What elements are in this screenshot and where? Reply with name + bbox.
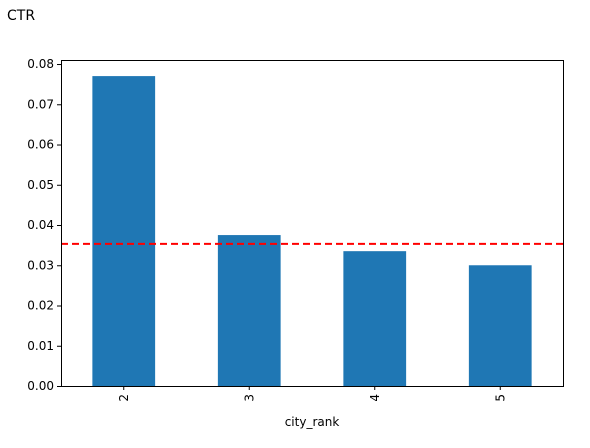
x-tick-label-3: 3 bbox=[242, 394, 256, 402]
x-axis: 2 3 4 5 bbox=[117, 386, 507, 402]
y-tick-label: 0.02 bbox=[27, 299, 54, 313]
bars-layer bbox=[92, 76, 532, 387]
bar-3 bbox=[217, 235, 281, 386]
y-tick-label: 0.01 bbox=[27, 339, 54, 353]
x-axis-label: city_rank bbox=[285, 415, 340, 429]
y-tick-label: 0.04 bbox=[27, 218, 54, 232]
y-tick-label: 0.06 bbox=[27, 138, 54, 152]
page-heading: CTR bbox=[7, 8, 36, 24]
y-axis: 0.00 0.01 0.02 0.03 0.04 0.05 0.06 0.07 0.08 bbox=[27, 57, 61, 393]
x-tick-label-4: 4 bbox=[368, 394, 382, 402]
y-tick-label: 0.08 bbox=[27, 57, 54, 71]
y-tick-label: 0.05 bbox=[27, 178, 54, 192]
bar-5 bbox=[468, 265, 532, 386]
x-tick-label-5: 5 bbox=[493, 394, 507, 402]
plot-frame bbox=[61, 60, 564, 387]
y-tick-label: 0.07 bbox=[27, 97, 54, 111]
y-tick-label: 0.03 bbox=[27, 258, 54, 272]
x-tick-label-2: 2 bbox=[117, 394, 131, 402]
y-tick-label: 0.00 bbox=[27, 379, 54, 393]
bar-4 bbox=[343, 251, 407, 386]
bar-2 bbox=[92, 76, 156, 387]
